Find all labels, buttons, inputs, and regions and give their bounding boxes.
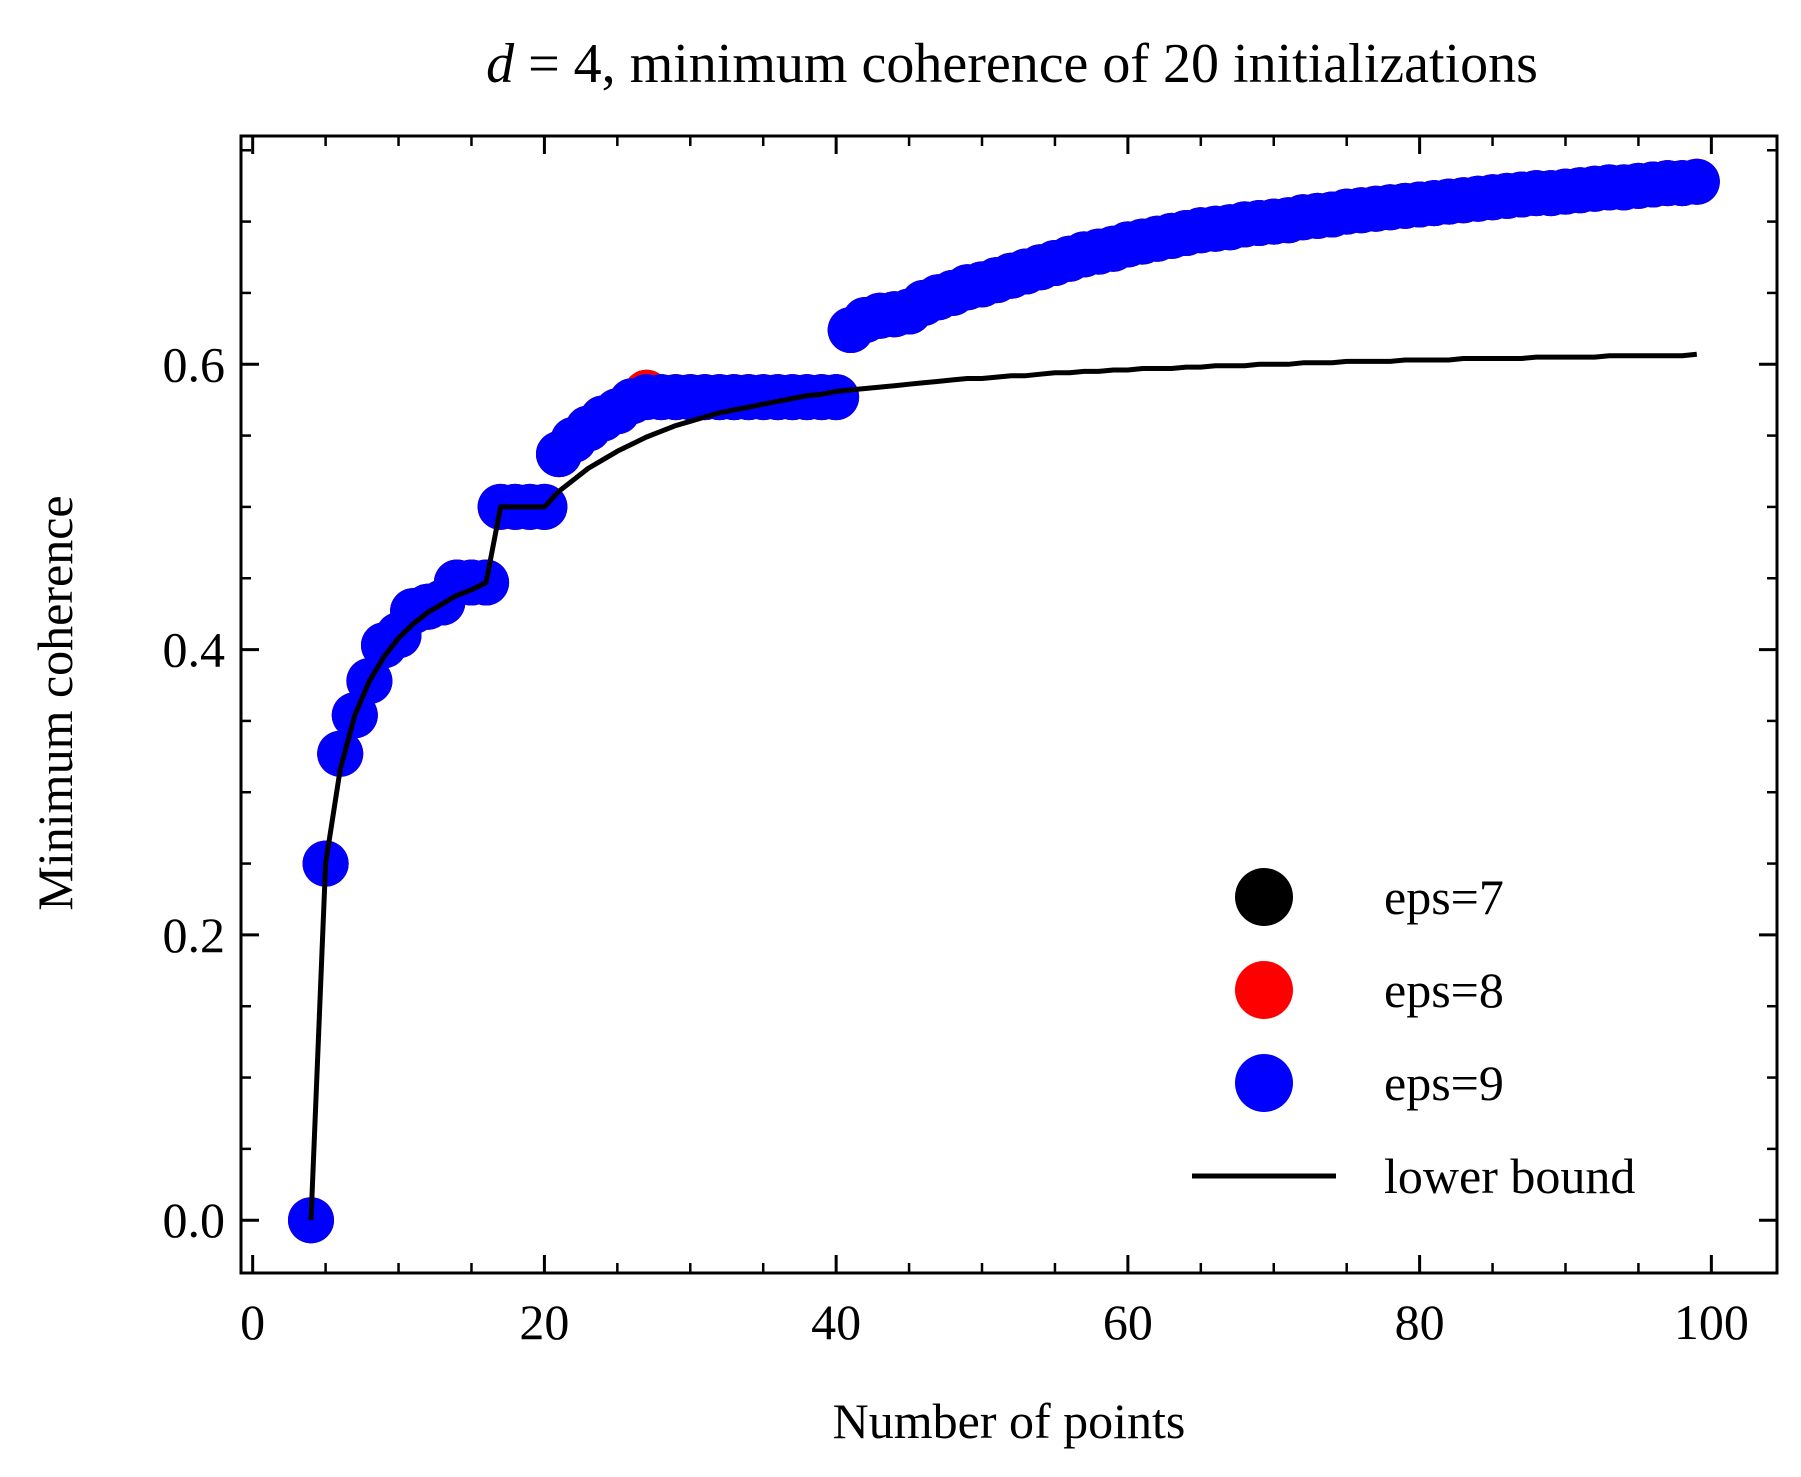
- y-tick-label: 0.4: [163, 622, 226, 678]
- legend-item-eps-7: eps=7: [1235, 868, 1504, 926]
- x-tick-label: 20: [519, 1294, 569, 1350]
- legend-marker-swatch: [1235, 1054, 1293, 1112]
- legend-label: eps=8: [1384, 962, 1504, 1018]
- chart-title: d = 4, minimum coherence of 20 initializ…: [486, 33, 1538, 95]
- series-eps-9: [288, 158, 1720, 1244]
- legend-item-lower-bound: lower bound: [1192, 1148, 1635, 1204]
- axes-frame: [239, 134, 1779, 1275]
- x-tick-label: 40: [811, 1294, 861, 1350]
- point-eps-9: [1673, 158, 1720, 205]
- series-line-lower-bound: [308, 351, 1698, 1221]
- title-equals: = 4,: [514, 33, 630, 95]
- x-tick-label: 60: [1103, 1294, 1153, 1350]
- legend: eps=7 eps=8 eps=9 lower bound: [1192, 868, 1635, 1204]
- legend-label: lower bound: [1384, 1148, 1635, 1204]
- x-axis-label: Number of points: [833, 1393, 1186, 1449]
- point-eps-9: [317, 730, 364, 777]
- legend-marker-swatch: [1235, 961, 1293, 1019]
- legend-label: eps=7: [1384, 869, 1504, 925]
- series-layer: [288, 158, 1720, 1244]
- legend-item-eps-9: eps=9: [1235, 1054, 1504, 1112]
- x-tick-label: 80: [1395, 1294, 1445, 1350]
- legend-item-eps-8: eps=8: [1235, 961, 1504, 1019]
- y-axis-label: Minimum coherence: [27, 495, 83, 910]
- y-tick-label: 0.6: [163, 336, 226, 392]
- x-tick-label: 100: [1674, 1294, 1749, 1350]
- y-tick-label: 0.0: [163, 1192, 226, 1248]
- legend-label: eps=9: [1384, 1055, 1504, 1111]
- x-tick-label: 0: [240, 1294, 265, 1350]
- title-text: minimum coherence of 20 initializations: [630, 33, 1538, 95]
- legend-marker-swatch: [1235, 868, 1293, 926]
- y-tick-label: 0.2: [163, 907, 226, 963]
- point-eps-9: [813, 374, 860, 421]
- title-variable: d: [486, 33, 515, 95]
- ticks-layer: 0 20 40 60 80 100 0.0 0.2 0.4 0.6: [163, 136, 1777, 1350]
